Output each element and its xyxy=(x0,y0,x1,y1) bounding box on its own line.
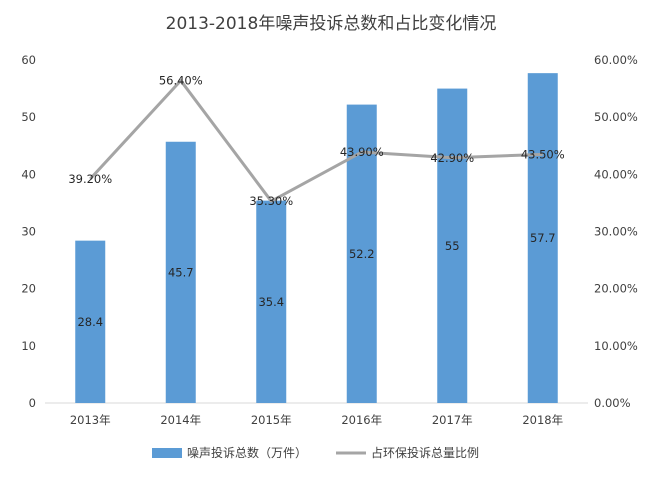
y-left-tick-label: 60 xyxy=(21,53,36,67)
line-series xyxy=(90,80,543,201)
y-left-tick-label: 20 xyxy=(21,282,36,296)
x-tick-label: 2017年 xyxy=(432,413,473,427)
legend-label-line: 占环保投诉总量比例 xyxy=(371,445,479,460)
bar-data-label: 45.7 xyxy=(168,265,194,279)
x-tick-label: 2018年 xyxy=(522,413,563,427)
x-tick-label: 2013年 xyxy=(70,413,111,427)
legend-swatch-bar xyxy=(152,448,182,458)
y-left-tick-label: 0 xyxy=(29,396,36,410)
line-path xyxy=(90,81,543,202)
line-data-label: 43.50% xyxy=(521,147,565,161)
x-tick-label: 2016年 xyxy=(341,413,382,427)
x-tick-label: 2014年 xyxy=(160,413,201,427)
y-left-tick-label: 10 xyxy=(21,339,36,353)
bar-series xyxy=(75,73,558,403)
y-right-tick-label: 0.00% xyxy=(594,396,631,410)
y-right-tick-label: 40.00% xyxy=(594,167,638,181)
bar-data-label: 57.7 xyxy=(530,231,556,245)
line-data-label: 43.90% xyxy=(340,145,384,159)
bar-data-label: 28.4 xyxy=(77,315,103,329)
y-left-tick-label: 50 xyxy=(21,110,36,124)
y-left-tick-label: 40 xyxy=(21,167,36,181)
line-data-label: 39.20% xyxy=(68,172,112,186)
bar-data-label: 55 xyxy=(445,239,460,253)
line-data-label: 42.90% xyxy=(430,151,474,165)
legend-label-bar: 噪声投诉总数（万件） xyxy=(187,445,307,460)
y-right-tick-label: 50.00% xyxy=(594,110,638,124)
y-right-tick-label: 60.00% xyxy=(594,53,638,67)
line-data-label: 35.30% xyxy=(249,194,293,208)
line-data-label: 56.40% xyxy=(159,74,203,88)
y-right-tick-label: 20.00% xyxy=(594,282,638,296)
y-right-tick-label: 30.00% xyxy=(594,225,638,239)
bar-data-label: 35.4 xyxy=(258,295,284,309)
y-left-tick-label: 30 xyxy=(21,225,36,239)
x-tick-label: 2015年 xyxy=(251,413,292,427)
y-right-tick-label: 10.00% xyxy=(594,339,638,353)
chart-title: 2013-2018年噪声投诉总数和占比变化情况 xyxy=(166,14,497,34)
bar-data-label: 52.2 xyxy=(349,247,375,261)
legend: 噪声投诉总数（万件） 占环保投诉总量比例 xyxy=(152,445,479,460)
data-labels: 28.4 45.7 35.4 52.2 55 57.7 39.20% 56.40% 35.30%… xyxy=(68,74,564,329)
